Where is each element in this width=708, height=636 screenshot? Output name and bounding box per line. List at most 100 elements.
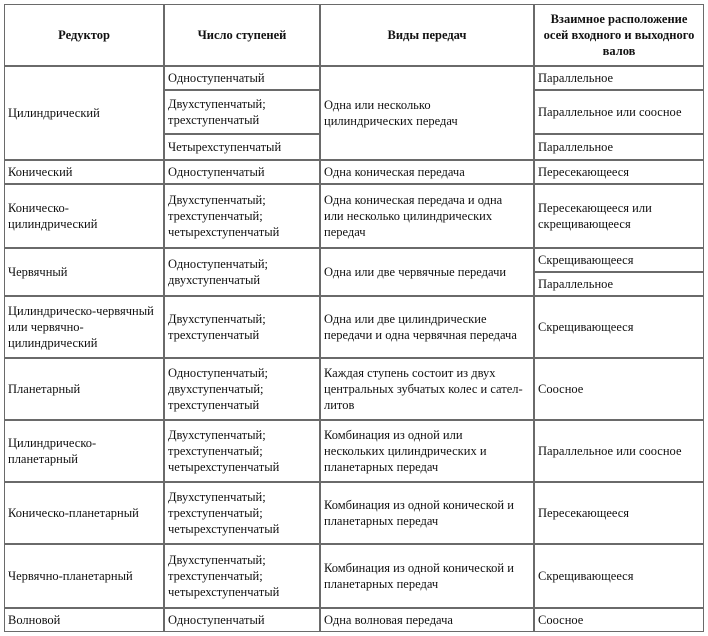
- cell-text: Двухступенчатый;: [168, 490, 266, 504]
- row-planetary-stages: Одноступенчатый; двухступенчатый; трехст…: [164, 358, 320, 420]
- cell-text: Скрещивающееся: [538, 320, 634, 334]
- row-worm-planetary-axes: Скрещивающееся: [534, 544, 704, 608]
- cell-text: трехступенчатый;: [168, 444, 263, 458]
- cell-text: Цилиндрический: [8, 106, 100, 120]
- header-stages-text: Число ступеней: [197, 28, 287, 42]
- cell-text: Одна или две цилиндрические: [324, 312, 487, 326]
- cell-text: Одноступенчатый: [168, 613, 265, 627]
- cell-text: Скрещивающееся: [538, 569, 634, 583]
- cell-text: литов: [324, 398, 355, 412]
- cell-text: трехступенчатый: [168, 113, 260, 127]
- header-axes-line: валов: [602, 44, 636, 58]
- header-reducer: Редуктор: [4, 4, 164, 66]
- cell-text: передачи и одна червячная передача: [324, 328, 517, 342]
- row-cyl-planetary-types: Комбинация из одной или нескольких цилин…: [320, 420, 534, 482]
- row-con-planetary-stages: Двухступенчатый; трехступенчатый; четыре…: [164, 482, 320, 544]
- cell-text: Соосное: [538, 382, 584, 396]
- row-wave-stages: Одноступенчатый: [164, 608, 320, 632]
- cell-text: Двухступенчатый;: [168, 312, 266, 326]
- row-conical-types: Одна коническая передача: [320, 160, 534, 184]
- cell-text: передач: [324, 225, 366, 239]
- row-cylindrical-stages-3: Четырехступенчатый: [164, 134, 320, 160]
- cell-text: четырехступенчатый: [168, 522, 280, 536]
- cell-text: четырехступенчатый: [168, 460, 280, 474]
- cell-text: или червячно-: [8, 320, 84, 334]
- cell-text: двухступенчатый;: [168, 382, 264, 396]
- cell-text: центральных зубчатых колес и сател-: [324, 382, 523, 396]
- cell-text: Двухступенчатый;: [168, 193, 266, 207]
- cell-text: Коническо-планетарный: [8, 506, 139, 520]
- cell-text: Комбинация из одной конической и: [324, 561, 514, 575]
- row-cylindrical-axes-2: Параллельное или соосное: [534, 90, 704, 134]
- row-wave-axes: Соосное: [534, 608, 704, 632]
- row-worm-types: Одна или две червячные передачи: [320, 248, 534, 296]
- row-cylindrical-stages-1: Одноступенчатый: [164, 66, 320, 90]
- cell-text: Цилиндрическо-: [8, 436, 97, 450]
- row-cylindrical-types: Одна или несколько цилиндрических переда…: [320, 66, 534, 160]
- cell-text: четырехступенчатый: [168, 225, 280, 239]
- row-worm-planetary-name: Червячно-планетарный: [4, 544, 164, 608]
- row-con-planetary-types: Комбинация из одной конической и планета…: [320, 482, 534, 544]
- row-conical-cyl-types: Одна коническая передача и одна или неск…: [320, 184, 534, 248]
- row-conical-cyl-stages: Двухступенчатый; трехступенчатый; четыре…: [164, 184, 320, 248]
- header-stages: Число ступеней: [164, 4, 320, 66]
- cell-text: Параллельное: [538, 277, 614, 291]
- row-cylindrical-stages-2: Двухступенчатый; трехступенчатый: [164, 90, 320, 134]
- cell-text: Червячно-планетарный: [8, 569, 133, 583]
- cell-text: Одноступенчатый: [168, 165, 265, 179]
- cell-text: Планетарный: [8, 382, 81, 396]
- row-planetary-types: Каждая ступень состоит из двух центральн…: [320, 358, 534, 420]
- cell-text: Пересекающееся: [538, 165, 630, 179]
- cell-text: Скрещивающееся: [538, 253, 634, 267]
- header-types: Виды передач: [320, 4, 534, 66]
- row-wave-name: Волновой: [4, 608, 164, 632]
- cell-text: Одна волновая передача: [324, 613, 453, 627]
- cell-text: Пересекающееся или: [538, 201, 652, 215]
- cell-text: Параллельное: [538, 140, 614, 154]
- row-cyl-worm-name: Цилиндрическо-червячный или червячно- ци…: [4, 296, 164, 358]
- cell-text: Цилиндрическо-червячный: [8, 304, 154, 318]
- cell-text: Одноступенчатый: [168, 71, 265, 85]
- cell-text: трехступенчатый;: [168, 569, 263, 583]
- cell-text: трехступенчатый: [168, 328, 260, 342]
- row-conical-name: Конический: [4, 160, 164, 184]
- cell-text: Коническо-: [8, 201, 69, 215]
- cell-text: Четырехступенчатый: [168, 140, 282, 154]
- cell-text: планетарных передач: [324, 577, 439, 591]
- row-con-planetary-axes: Пересекающееся: [534, 482, 704, 544]
- cell-text: четырехступенчатый: [168, 585, 280, 599]
- row-planetary-axes: Соосное: [534, 358, 704, 420]
- header-reducer-text: Редуктор: [58, 28, 110, 42]
- cell-text: Конический: [8, 165, 73, 179]
- cell-text: Одна или несколько: [324, 98, 431, 112]
- cell-text: двухступенчатый: [168, 273, 261, 287]
- cell-text: Параллельное: [538, 71, 614, 85]
- cell-text: Комбинация из одной или: [324, 428, 463, 442]
- cell-text: планетарных передач: [324, 460, 439, 474]
- cell-text: Двухступенчатый;: [168, 428, 266, 442]
- row-cyl-worm-types: Одна или две цилиндрические передачи и о…: [320, 296, 534, 358]
- cell-text: Червячный: [8, 265, 68, 279]
- cell-text: цилиндрический: [8, 336, 98, 350]
- row-cylindrical-name: Цилиндрический: [4, 66, 164, 160]
- header-types-text: Виды передач: [387, 28, 467, 42]
- header-axes-line: осей входного и выходного: [543, 28, 695, 42]
- row-conical-cyl-axes: Пересекающееся или скрещивающееся: [534, 184, 704, 248]
- row-cylindrical-axes-3: Параллельное: [534, 134, 704, 160]
- cell-text: Волновой: [8, 613, 61, 627]
- cell-text: планетарный: [8, 452, 78, 466]
- cell-text: Одна или две червячные передачи: [324, 265, 507, 279]
- cell-text: планетарных передач: [324, 514, 439, 528]
- cell-text: цилиндрических передач: [324, 114, 458, 128]
- row-worm-planetary-stages: Двухступенчатый; трехступенчатый; четыре…: [164, 544, 320, 608]
- row-planetary-name: Планетарный: [4, 358, 164, 420]
- header-axes: Взаимное расположение осей входного и вы…: [534, 4, 704, 66]
- cell-text: цилиндрический: [8, 217, 98, 231]
- row-worm-stages: Одноступенчатый; двухступенчатый: [164, 248, 320, 296]
- row-worm-name: Червячный: [4, 248, 164, 296]
- cell-text: Пересекающееся: [538, 506, 630, 520]
- row-cylindrical-axes-1: Параллельное: [534, 66, 704, 90]
- cell-text: нескольких цилиндрических и: [324, 444, 487, 458]
- row-conical-stages: Одноступенчатый: [164, 160, 320, 184]
